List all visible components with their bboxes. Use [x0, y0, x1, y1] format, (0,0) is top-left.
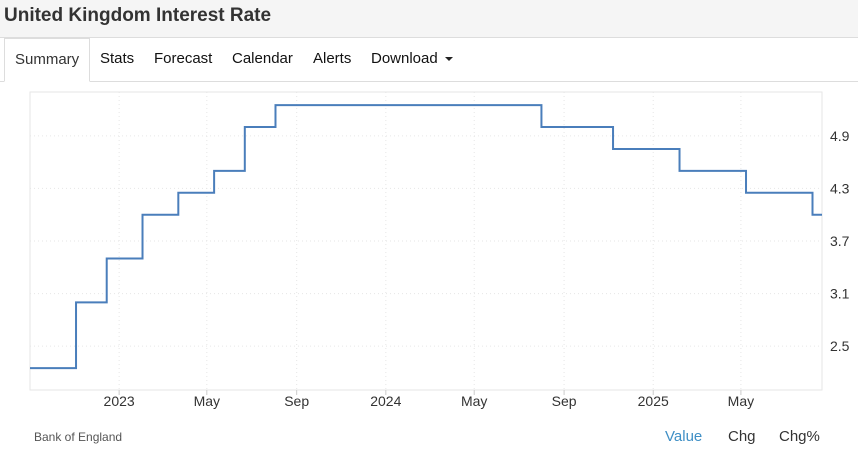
rate-series-line	[30, 104, 822, 370]
x-tick-label: May	[194, 393, 220, 409]
tab-calendar[interactable]: Calendar	[232, 50, 293, 67]
data-point	[142, 214, 143, 215]
chg-percent-button[interactable]: Chg%	[779, 428, 820, 445]
x-tick-label: 2025	[638, 393, 669, 409]
x-tick-label: May	[461, 393, 487, 409]
data-point	[541, 127, 542, 128]
data-point	[679, 170, 680, 171]
value-button[interactable]: Value	[665, 428, 703, 445]
y-tick-label: 4.3	[830, 180, 850, 196]
source-label: Bank of England	[34, 430, 123, 444]
data-point	[214, 170, 215, 171]
tab-forecast[interactable]: Forecast	[154, 50, 213, 67]
tab-stats[interactable]: Stats	[100, 50, 135, 67]
data-point	[106, 258, 107, 259]
page-title: United Kingdom Interest Rate	[4, 5, 272, 26]
data-point	[275, 105, 276, 106]
tab-download[interactable]: Download	[371, 38, 453, 81]
caret-down-icon	[444, 57, 453, 62]
x-tick-label: 2023	[104, 393, 135, 409]
y-tick-label: 4.9	[830, 128, 850, 144]
x-tick-label: Sep	[552, 393, 577, 409]
data-point	[812, 214, 813, 215]
chg-button[interactable]: Chg	[728, 428, 756, 445]
data-point	[613, 148, 614, 149]
tab-bar: Summary Stats Forecast Calendar Alerts D…	[0, 38, 858, 82]
data-point	[746, 192, 747, 193]
data-point	[244, 127, 245, 128]
y-tick-label: 2.5	[830, 338, 850, 354]
y-tick-label: 3.1	[830, 286, 850, 302]
data-point	[30, 368, 31, 369]
y-tick-label: 3.7	[830, 233, 850, 249]
tab-alerts[interactable]: Alerts	[313, 50, 352, 67]
x-tick-label: Sep	[284, 393, 309, 409]
interest-rate-chart: 2.5 3.1 3.7 4.3 4.9 2023 May Sep 2024 May Sep 2025 M…	[29, 91, 850, 409]
tab-summary[interactable]: Summary	[4, 38, 91, 82]
tab-download-label: Download	[371, 50, 438, 67]
data-point	[178, 192, 179, 193]
data-point	[76, 302, 77, 303]
x-tick-label: 2024	[370, 393, 401, 409]
title-bar: United Kingdom Interest Rate	[0, 0, 858, 38]
chart-area: 2.5 3.1 3.7 4.3 4.9 2023 May Sep 2024 May Sep 2025 M…	[0, 82, 858, 422]
x-tick-label: May	[728, 393, 754, 409]
